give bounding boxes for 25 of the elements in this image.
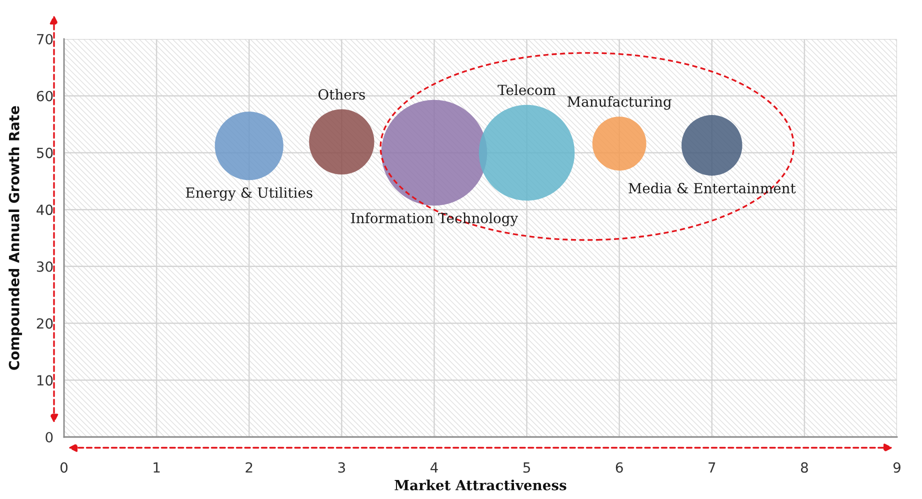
y-tick-label: 20 <box>36 318 53 329</box>
x-axis-title: Market Attractiveness <box>394 480 566 490</box>
series-label: Media & Entertainment <box>628 182 796 194</box>
x-tick-label: 3 <box>338 462 345 473</box>
series-label: Energy & Utilities <box>186 187 312 201</box>
x-tick-label: 6 <box>616 462 623 473</box>
y-tick-label: 10 <box>37 375 53 386</box>
series-label: Manufacturing <box>568 96 672 110</box>
x-tick-label: 8 <box>800 462 808 473</box>
x-tick-label: 4 <box>430 462 438 473</box>
y-tick-label: 60 <box>36 90 53 102</box>
y-tick-label: 40 <box>36 204 53 216</box>
y-tick-label: 70 <box>37 34 53 44</box>
x-tick-label: 1 <box>154 462 160 473</box>
series-label: Others <box>318 88 365 100</box>
x-tick-label: 9 <box>893 462 900 473</box>
x-tick-label: 5 <box>523 462 530 473</box>
series-label: Telecom <box>498 84 556 96</box>
y-tick-label: 0 <box>46 432 53 442</box>
y-axis-title: Compounded Annual Growth Rate <box>8 106 22 370</box>
x-tick-label: 7 <box>708 462 716 473</box>
x-tick-label: 0 <box>60 462 68 473</box>
y-tick-label: 50 <box>36 148 53 158</box>
y-tick-label: 30 <box>36 261 53 272</box>
x-tick-label: 2 <box>246 462 252 473</box>
